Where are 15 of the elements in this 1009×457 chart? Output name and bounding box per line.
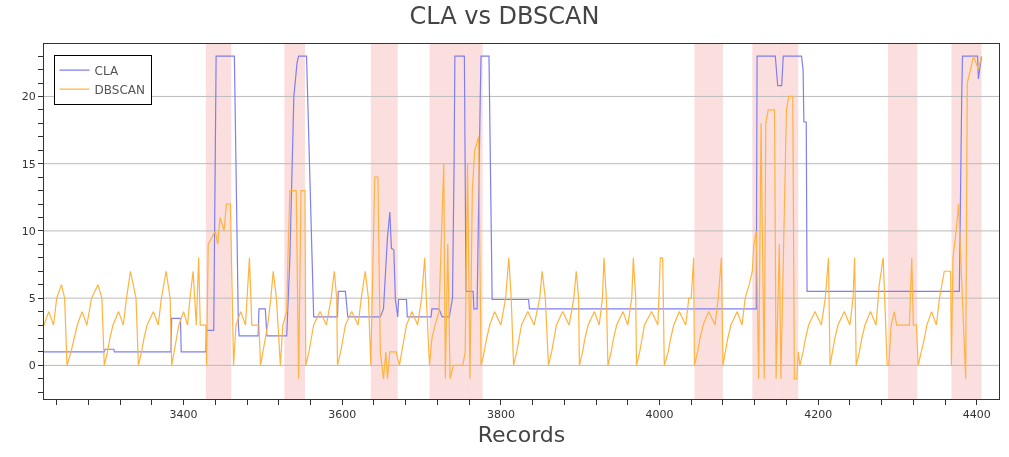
legend-label: DBSCAN — [94, 82, 145, 97]
x-tick-label: 3600 — [328, 408, 357, 422]
x-tick-label: 4400 — [962, 408, 991, 422]
y-tick-label: 20 — [21, 90, 36, 104]
y-tick-label: 10 — [21, 224, 36, 238]
x-tick-label: 4000 — [645, 408, 674, 422]
y-tick-label: 0 — [28, 359, 36, 373]
y-tick-label: 5 — [28, 292, 36, 305]
y-tick-label: 15 — [21, 157, 36, 171]
x-tick-label: 3800 — [486, 408, 515, 422]
x-tick-label: 4200 — [804, 408, 833, 422]
legend-label: CLA — [94, 63, 119, 78]
x-axis-title: Records — [477, 422, 566, 448]
x-tick-label: 3400 — [169, 408, 198, 422]
chart-title: CLA vs DBSCAN — [409, 1, 600, 30]
